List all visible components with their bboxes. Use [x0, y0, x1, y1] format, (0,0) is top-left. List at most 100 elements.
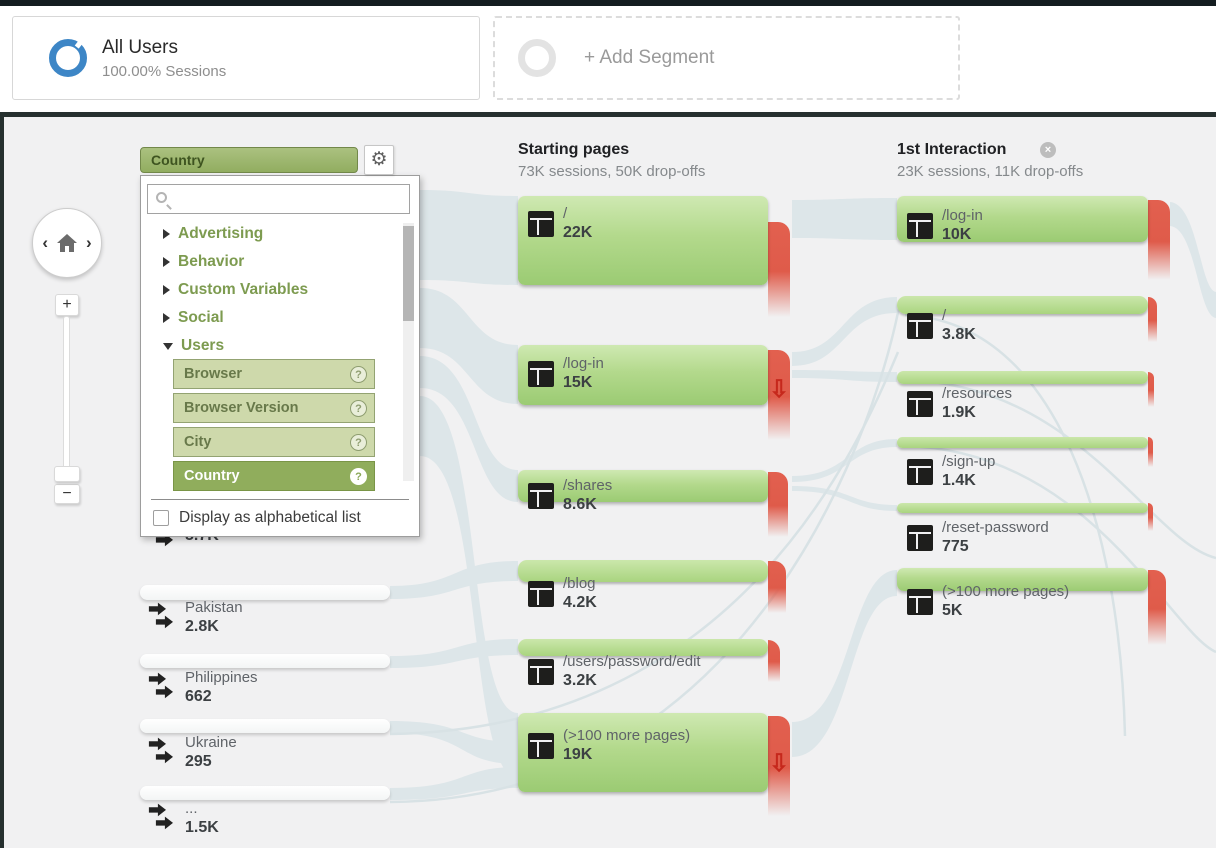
page-icon: [528, 482, 554, 509]
dimension-option-browser-version[interactable]: Browser Version ?: [173, 393, 375, 423]
close-step-icon[interactable]: ×: [1040, 142, 1056, 158]
alphabetical-toggle-row[interactable]: Display as alphabetical list: [153, 509, 361, 527]
node-label: Philippines 662: [148, 668, 258, 707]
node-interaction-root[interactable]: [897, 296, 1148, 314]
node-label: /22K: [528, 204, 592, 243]
dropoff-shape: [768, 640, 780, 682]
page-icon: [528, 732, 554, 759]
node-starting-more-pages[interactable]: [518, 713, 768, 792]
node-label: /shares 8.6K: [528, 476, 612, 515]
dropoff-shape: [768, 350, 790, 440]
page-icon: [907, 212, 933, 239]
page-icon: [907, 390, 933, 417]
segment-donut-icon: [49, 39, 87, 77]
page-icon: [907, 588, 933, 615]
node-label: /users/password/edit 3.2K: [528, 652, 701, 691]
red-down-arrow-icon: ⇩: [769, 750, 790, 777]
group-social[interactable]: Social: [163, 304, 224, 332]
dimension-dropdown-panel: Advertising Behavior Custom Variables So…: [140, 175, 420, 537]
node-label: (>100 more pages) 19K: [528, 726, 690, 765]
dropoff-shape: [1148, 200, 1170, 280]
segment-title: All Users: [102, 36, 179, 58]
dimension-search-box[interactable]: [147, 184, 410, 214]
canvas-top-edge: [0, 112, 1216, 117]
dimension-option-country[interactable]: Country ?: [173, 461, 375, 491]
dropoff-shape: [1148, 437, 1153, 467]
node-interaction-more-pages[interactable]: [897, 568, 1148, 591]
empty-donut-icon: [518, 39, 556, 77]
node-country-pakistan[interactable]: [140, 585, 390, 600]
help-icon[interactable]: ?: [350, 433, 367, 451]
group-custom-variables[interactable]: Custom Variables: [163, 276, 308, 304]
triangle-collapsed-icon: [163, 285, 170, 295]
node-label: /resources 1.9K: [907, 384, 1012, 423]
home-icon[interactable]: [55, 232, 79, 254]
dimension-option-city[interactable]: City ?: [173, 427, 375, 457]
segment-all-users[interactable]: All Users 100.00% Sessions: [12, 16, 480, 100]
triangle-collapsed-icon: [163, 257, 170, 267]
dimension-dropdown-button[interactable]: Country: [140, 147, 358, 173]
dropoff-shape: [768, 716, 790, 816]
search-icon: [156, 192, 167, 203]
dimension-dropdown-label: Country: [151, 152, 205, 168]
column-subtitle-starting-pages: 73K sessions, 50K drop-offs: [518, 163, 706, 180]
dropdown-scrollbar-track[interactable]: [403, 223, 414, 481]
dropoff-shape: [1148, 297, 1157, 342]
node-starting-password-edit[interactable]: [518, 639, 768, 656]
node-country-more[interactable]: [140, 786, 390, 800]
column-title-first-interaction: 1st Interaction: [897, 141, 1007, 158]
node-interaction-signup[interactable]: [897, 437, 1148, 448]
node-starting-blog[interactable]: [518, 560, 768, 582]
zoom-slider-handle[interactable]: [54, 466, 80, 482]
group-behavior[interactable]: Behavior: [163, 248, 244, 276]
node-label: /sign-up 1.4K: [907, 452, 995, 491]
dimension-option-browser[interactable]: Browser ?: [173, 359, 375, 389]
node-interaction-reset-password[interactable]: [897, 503, 1148, 513]
flow-navigator[interactable]: ‹ ›: [32, 208, 102, 278]
group-advertising[interactable]: Advertising: [163, 220, 263, 248]
dropdown-scrollbar-thumb[interactable]: [403, 226, 414, 321]
node-country-ukraine[interactable]: [140, 719, 390, 733]
column-title-starting-pages: Starting pages: [518, 141, 630, 158]
node-starting-shares[interactable]: [518, 470, 768, 502]
alphabetical-checkbox[interactable]: [153, 510, 169, 526]
dimension-search-input[interactable]: [178, 187, 403, 211]
node-interaction-resources[interactable]: [897, 371, 1148, 384]
node-label: /3.8K: [907, 306, 976, 345]
page-icon: [907, 458, 933, 485]
divider: [151, 499, 409, 500]
help-icon[interactable]: ?: [350, 467, 367, 485]
group-users[interactable]: Users: [163, 332, 224, 360]
triangle-collapsed-icon: [163, 313, 170, 323]
node-label: /log-in 10K: [907, 206, 983, 245]
node-country-philippines[interactable]: [140, 654, 390, 668]
dropoff-shape: [768, 222, 790, 317]
node-label: (>100 more pages) 5K: [907, 582, 1069, 621]
node-starting-root[interactable]: [518, 196, 768, 285]
node-starting-login[interactable]: [518, 345, 768, 405]
settings-gear-button[interactable]: ⚙: [364, 145, 394, 175]
chevron-right-icon[interactable]: ›: [86, 233, 92, 252]
help-icon[interactable]: ?: [350, 399, 367, 417]
page-icon: [907, 524, 933, 551]
column-subtitle-first-interaction: 23K sessions, 11K drop-offs: [897, 163, 1084, 180]
double-arrow-icon: [148, 737, 173, 763]
dropoff-shape: [1148, 503, 1153, 531]
chevron-left-icon[interactable]: ‹: [42, 233, 48, 252]
page-icon: [528, 210, 554, 237]
node-label: Ukraine 295: [148, 733, 237, 772]
zoom-in-button[interactable]: +: [55, 294, 79, 316]
triangle-collapsed-icon: [163, 229, 170, 239]
add-segment-button[interactable]: + Add Segment: [493, 16, 960, 100]
page-icon: [528, 360, 554, 387]
page-icon: [528, 658, 554, 685]
help-icon[interactable]: ?: [350, 365, 367, 383]
zoom-slider-track[interactable]: [63, 316, 70, 470]
node-label: ... 1.5K: [148, 799, 219, 838]
red-down-arrow-icon: ⇩: [769, 376, 790, 403]
node-interaction-login[interactable]: [897, 196, 1148, 242]
zoom-out-button[interactable]: −: [54, 484, 80, 504]
node-label: Pakistan 2.8K: [148, 598, 243, 637]
canvas-left-edge: [0, 112, 4, 848]
node-label: /log-in 15K: [528, 354, 604, 393]
